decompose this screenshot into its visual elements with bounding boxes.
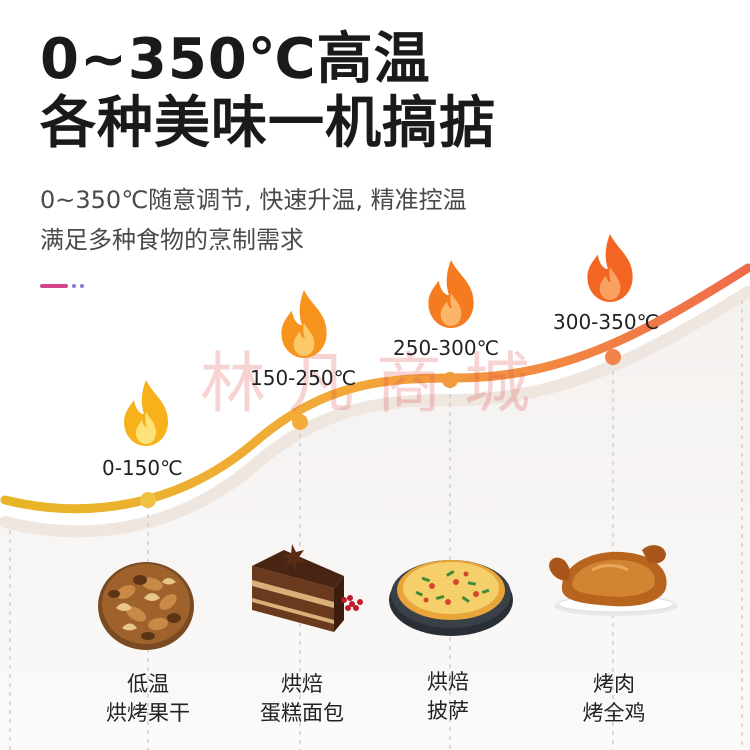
- food-label-3-line-2: 披萨: [427, 699, 469, 724]
- food-label-4-line-1: 烤肉: [593, 672, 635, 696]
- food-label-2-line-1: 烘焙: [281, 672, 323, 696]
- food-label-4-line-2: 烤全鸡: [582, 701, 646, 726]
- subtitle-line-1: 0~350℃随意调节, 快速升温, 精准控温: [40, 186, 467, 214]
- flame-icon: [124, 380, 168, 446]
- accent-dot-2: [80, 284, 84, 288]
- food-label-1-line-2: 烘烤果干: [106, 701, 190, 726]
- headline-line-1: 0~350℃高温: [40, 27, 431, 92]
- pizza-image: [389, 560, 513, 636]
- flame-icon: [587, 234, 633, 302]
- accent-dot-1: [72, 284, 76, 288]
- food-label-1-line-1: 低温: [127, 672, 169, 696]
- curve-shadow: [0, 286, 750, 538]
- food-label-3-line-1: 烘焙: [427, 670, 469, 694]
- food-label-3: 烘焙 披萨: [368, 668, 528, 727]
- temperature-label-1: 0-150℃: [102, 456, 183, 480]
- flame-icon: [428, 260, 474, 328]
- flame-icon: [281, 290, 327, 358]
- food-label-2-line-2: 蛋糕面包: [260, 701, 344, 726]
- subtitle-line-2: 满足多种食物的烹制需求: [40, 226, 304, 254]
- stage-dot-1: [140, 492, 156, 508]
- chocolate-cake-image: [252, 544, 363, 632]
- curve-area: [0, 285, 750, 750]
- temperature-label-3: 250-300℃: [393, 336, 500, 360]
- food-label-1: 低温 烘烤果干: [68, 670, 228, 729]
- temperature-label-2: 150-250℃: [250, 366, 357, 390]
- food-label-2: 烘焙 蛋糕面包: [222, 670, 382, 729]
- roast-chicken-image: [549, 545, 678, 616]
- temperature-curve-line: [0, 263, 750, 514]
- stage-dot-2: [292, 414, 308, 430]
- food-label-4: 烤肉 烤全鸡: [534, 670, 694, 729]
- accent-dash: [40, 284, 68, 288]
- headline-line-2: 各种美味一机搞掂: [40, 91, 496, 156]
- mixed-nuts-image: [98, 562, 194, 650]
- temperature-label-4: 300-350℃: [553, 310, 660, 334]
- watermark-text: 林凡商城: [200, 345, 552, 422]
- stage-dot-4: [605, 349, 621, 365]
- stage-dot-3: [442, 372, 458, 388]
